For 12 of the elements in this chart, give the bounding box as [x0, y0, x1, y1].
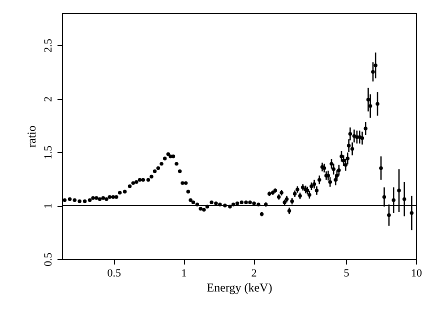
x-tick-label: 1 [181, 268, 187, 280]
y-tick-label: 1.5 [42, 145, 54, 160]
y-tick-label: 2.5 [42, 38, 54, 52]
y-tick-label: 1 [42, 203, 54, 209]
y-tick-label: 2 [42, 96, 54, 102]
x-tick-label: 0.5 [107, 268, 122, 280]
x-tick-label: 2 [251, 268, 257, 280]
x-tick-label: 5 [344, 268, 350, 280]
x-tick-label: 10 [411, 268, 422, 280]
x-axis-title: Energy (keV) [206, 280, 272, 294]
y-axis-title: ratio [24, 126, 38, 148]
y-tick-label: 0.5 [42, 252, 54, 266]
